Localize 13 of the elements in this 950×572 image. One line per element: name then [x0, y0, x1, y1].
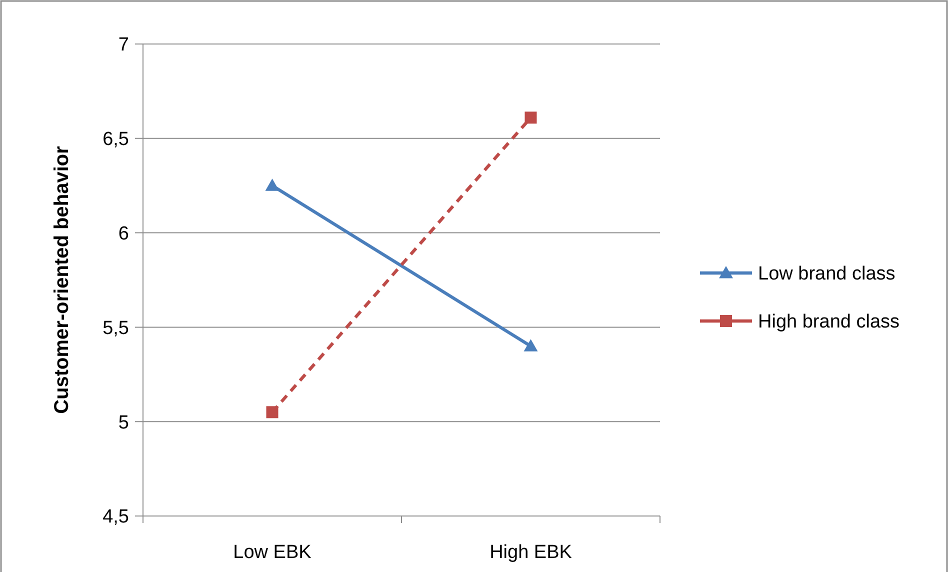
y-tick-label: 6: [118, 223, 129, 244]
legend-label: Low brand class: [758, 264, 896, 285]
y-tick-label: 7: [118, 34, 129, 56]
legend-label: High brand class: [758, 312, 900, 333]
point: [266, 406, 278, 418]
y-tick-label: 6,5: [102, 129, 129, 150]
y-axis-title: Customer-oriented behavior: [51, 146, 73, 414]
y-tick-label: 4,5: [102, 506, 129, 528]
point: [524, 112, 537, 124]
y-tick-label: 5: [118, 412, 129, 434]
x-tick-label: Low EBK: [233, 542, 312, 563]
x-tick-label: High EBK: [490, 542, 572, 563]
y-tick-label: 5,5: [102, 318, 129, 339]
